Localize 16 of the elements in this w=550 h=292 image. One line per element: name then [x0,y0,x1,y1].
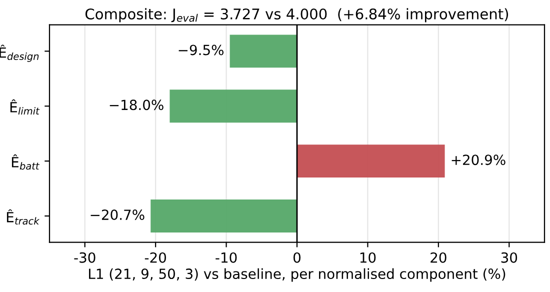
chart-title: Composite: J$_{eval}$ = 3.727 vs 4.000 (+6.84% improvement) [85,8,508,22]
data-label: −9.5% [178,44,224,56]
data-label: +20.9% [452,154,506,166]
x-tick-label: 0 [293,252,300,263]
x-axis-title: L1 (21, 9, 50, 3) vs baseline, per normalised component (%) [89,268,506,282]
y-tick-label: Ê$_{limit}$ [10,99,40,115]
data-label: −18.0% [110,100,164,110]
x-tick-label: 10 [360,252,376,263]
x-tick-label: -20 [144,252,166,263]
x-tick-label: -30 [74,252,96,263]
y-tick-label: Ê$_{batt}$ [12,154,40,170]
y-tick-label: Ê$_{track}$ [6,209,40,225]
x-tick-label: 20 [430,252,446,263]
data-label: −20.7% [90,210,144,220]
x-tick-label: -10 [216,252,237,263]
x-tick-label: 30 [501,252,518,263]
